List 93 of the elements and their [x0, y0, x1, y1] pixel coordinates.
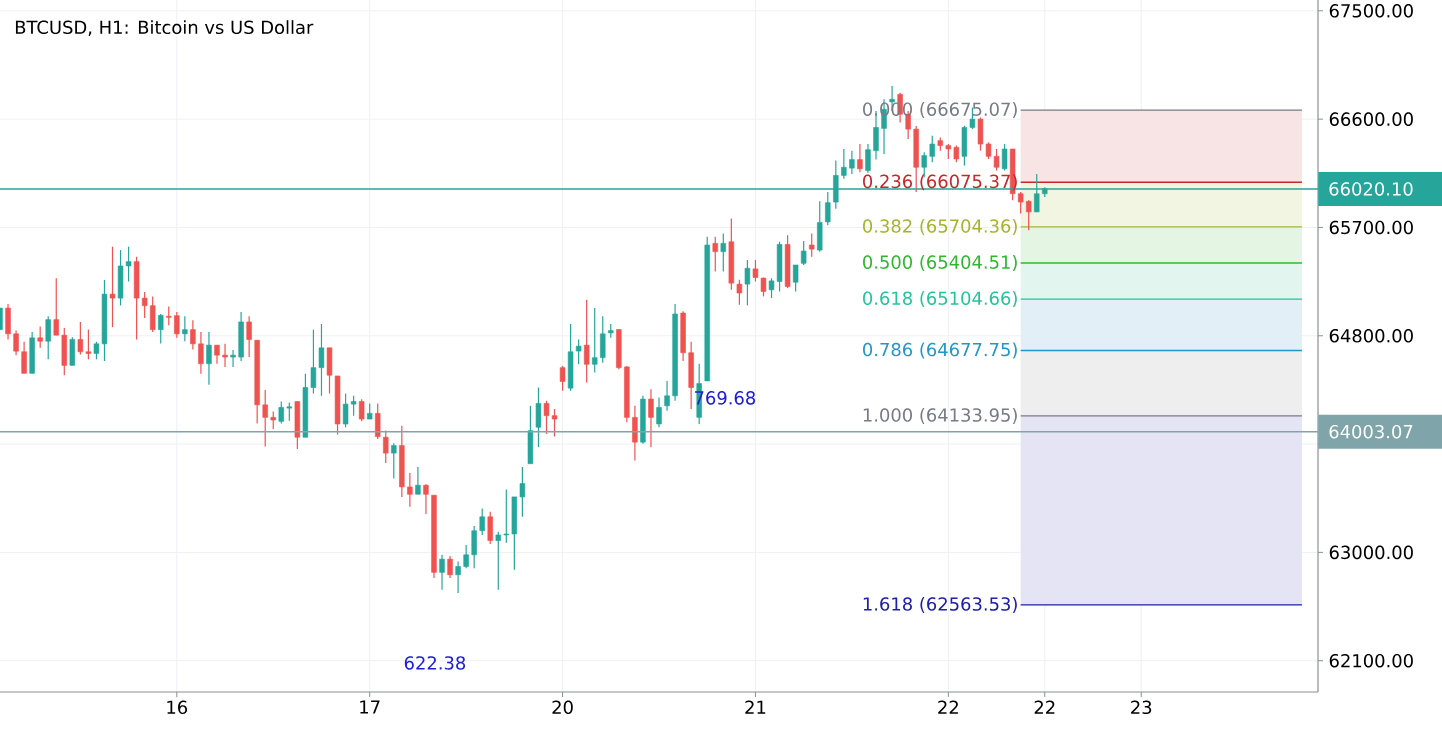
- series-label: 1.618 (62563.53): [863, 596, 1017, 613]
- series-label: 1.000 (64133.95): [863, 407, 1017, 424]
- candlestick: [800, 240, 807, 266]
- x-tick-label: 20: [552, 700, 573, 715]
- x-tick-label: 17: [360, 700, 380, 714]
- candlestick: [318, 323, 325, 397]
- candlestick: [45, 315, 51, 360]
- candlestick: [439, 554, 445, 591]
- candlestick: [455, 560, 461, 594]
- x-tick-label: 21: [745, 700, 766, 714]
- candlestick: [841, 148, 847, 180]
- candlestick: [575, 338, 582, 365]
- candlestick: [222, 343, 228, 368]
- x-tick-label: 23: [1131, 700, 1152, 715]
- candlestick: [149, 295, 156, 333]
- x-tick-label: 22: [938, 700, 958, 714]
- candlestick: [808, 232, 815, 258]
- candlestick: [535, 386, 542, 448]
- candlestick: [166, 305, 172, 326]
- candlestick: [206, 331, 212, 386]
- candlestick: [463, 544, 469, 569]
- candlestick: [246, 315, 252, 358]
- candlestick: [182, 315, 188, 342]
- candlestick: [407, 472, 413, 508]
- candlestick: [447, 555, 453, 579]
- ref-line-label: 64003.07: [1329, 424, 1413, 439]
- candlestick: [849, 150, 855, 175]
- candlestick: [865, 143, 871, 174]
- candlestick: [857, 143, 863, 173]
- candlestick: [21, 341, 27, 374]
- candlestick: [592, 307, 598, 374]
- candlestick: [262, 389, 268, 448]
- candlestick: [278, 400, 284, 424]
- candlestick: [519, 466, 526, 518]
- series-label: 0.786 (64677.75): [863, 342, 1017, 359]
- candlestick: [744, 259, 751, 306]
- text: BTCUSD, H1: Bitcoin vs US Dollar: [15, 20, 314, 36]
- candlestick: [825, 191, 831, 226]
- candlestick: [736, 279, 743, 306]
- y-tick-label: 67500.00: [1329, 4, 1413, 18]
- candlestick: [600, 315, 606, 364]
- candlestick: [712, 236, 718, 273]
- candlestick: [141, 291, 148, 319]
- annotation: 622.38: [404, 656, 466, 670]
- series-label: 0.618 (65104.66): [863, 291, 1017, 308]
- candlestick: [198, 331, 204, 375]
- candlestick: [559, 365, 566, 392]
- candlestick: [423, 483, 429, 515]
- candlestick: [391, 442, 397, 480]
- candlestick: [503, 488, 510, 544]
- candlestick: [13, 329, 19, 356]
- candlestick: [375, 402, 381, 440]
- candlestick: [720, 232, 727, 273]
- candlestick: [158, 313, 164, 345]
- candlestick: [190, 319, 196, 351]
- candlestick: [1001, 143, 1008, 172]
- y-tick-label: 62100.00: [1329, 653, 1413, 668]
- candlestick: [85, 329, 92, 360]
- candlestick: [174, 311, 180, 339]
- candlestick: [53, 277, 59, 336]
- candlestick: [664, 380, 670, 412]
- candlestick: [286, 401, 293, 422]
- candlestick: [495, 531, 501, 591]
- y-tick-label: 65700.00: [1329, 220, 1413, 235]
- candlestick: [77, 321, 84, 356]
- candlestick: [214, 344, 220, 365]
- x-tick-label: 16: [167, 700, 188, 715]
- candlestick: [109, 246, 116, 328]
- candlestick: [1017, 191, 1024, 215]
- y-tick-label: 63000.00: [1329, 545, 1413, 560]
- candlestick: [350, 395, 357, 417]
- candlestick: [125, 246, 132, 283]
- candlestick: [487, 511, 493, 545]
- ref-line-label: 66020.10: [1329, 182, 1413, 196]
- candlestick: [792, 264, 799, 293]
- candlestick: [583, 299, 590, 384]
- candlestick: [358, 398, 365, 422]
- y-tick-label: 64800.00: [1329, 328, 1413, 343]
- candlestick: [383, 430, 389, 464]
- candlestick: [37, 325, 43, 349]
- candlestick: [230, 349, 236, 368]
- candlestick: [648, 388, 654, 448]
- candlestick: [342, 392, 349, 428]
- candlestick: [479, 507, 485, 536]
- candlestick: [415, 466, 421, 495]
- y-tick-label: 66600.00: [1329, 112, 1413, 126]
- candlestick: [929, 135, 935, 163]
- candlestick: [310, 329, 317, 395]
- x-tick-label: 22: [1034, 700, 1055, 714]
- series-label: 0.382 (65704.36): [863, 218, 1017, 235]
- candlestick: [1025, 199, 1032, 231]
- series-label: 0.500 (65404.51): [863, 255, 1017, 271]
- candlestick: [656, 396, 662, 428]
